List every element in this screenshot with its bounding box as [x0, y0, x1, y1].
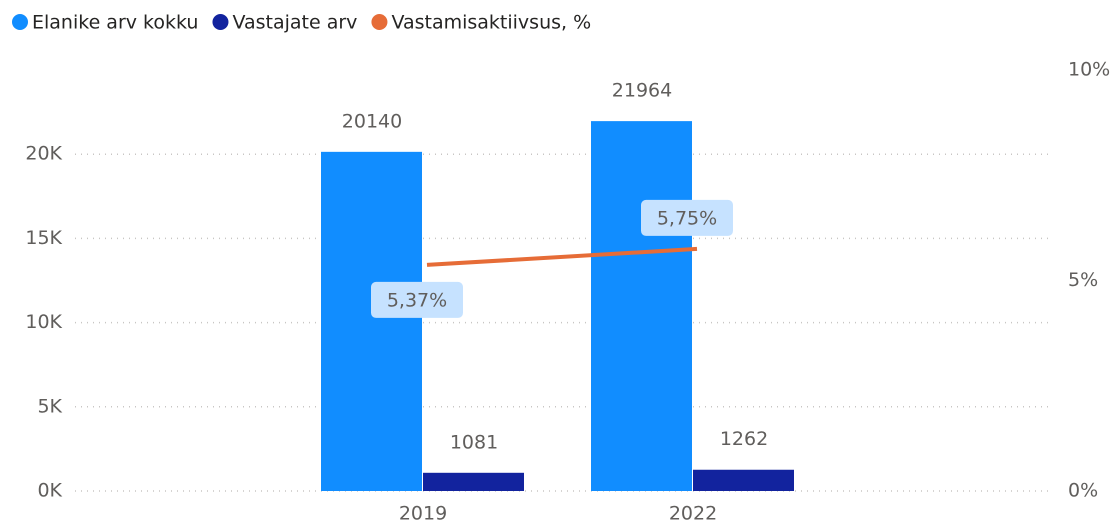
y-tick-label: 5K — [37, 395, 62, 417]
label-bg — [641, 199, 733, 236]
legend-label: Vastajate arv — [232, 12, 357, 34]
bar — [693, 469, 794, 491]
data-label: 20140 — [342, 110, 402, 132]
data-label: 21964 — [612, 80, 672, 102]
data-label: 5,75% — [657, 207, 717, 229]
line — [426, 246, 698, 267]
bar — [321, 151, 422, 491]
y2-tick-label: 10% — [1068, 59, 1110, 81]
bar — [591, 121, 692, 491]
data-label: 5,37% — [387, 289, 447, 311]
legend-marker — [12, 14, 28, 30]
bar — [423, 472, 524, 491]
legend-label: Vastamisaktiivsus, % — [391, 12, 591, 34]
y2-tick-label: 5% — [1068, 269, 1098, 291]
data-label-box: 5,75% — [641, 199, 733, 236]
legend-marker — [212, 14, 229, 30]
x-tick-label: 2019 — [399, 503, 447, 525]
legend-label: Elanike arv kokku — [32, 12, 198, 34]
y-tick-label: 20K — [25, 143, 62, 165]
data-label-box: 5,37% — [371, 281, 463, 318]
data-label: 1262 — [720, 428, 768, 450]
y-tick-label: 10K — [25, 311, 62, 333]
y2-tick-label: 0% — [1068, 480, 1098, 502]
y-tick-label: 0K — [37, 480, 62, 502]
y-tick-label: 15K — [25, 227, 62, 249]
x-tick-label: 2022 — [669, 503, 717, 525]
legend-marker — [371, 14, 388, 30]
data-label: 1081 — [450, 431, 498, 453]
label-bg — [371, 281, 463, 318]
